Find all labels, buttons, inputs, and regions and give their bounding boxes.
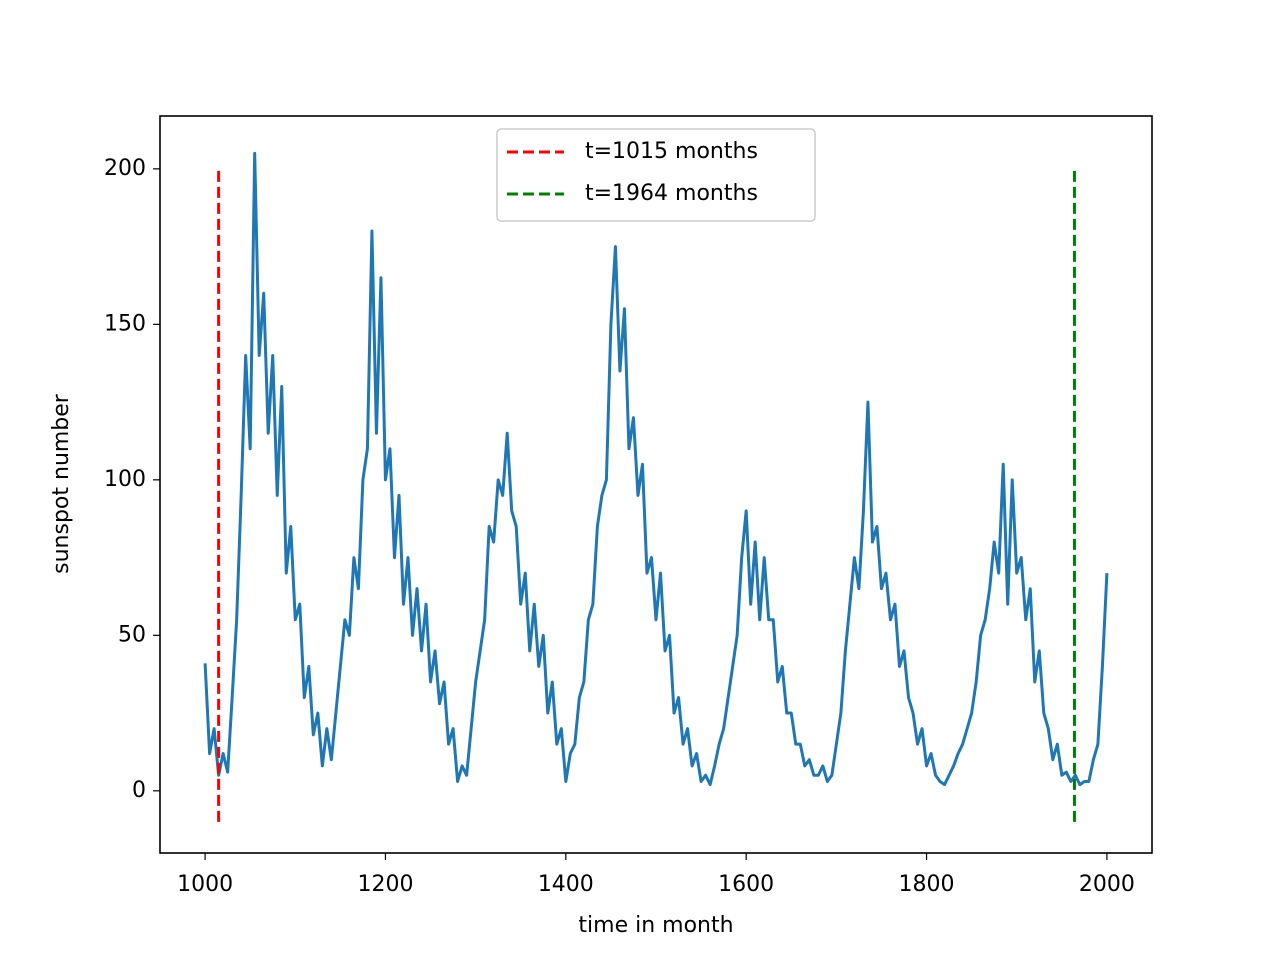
y-tick-label: 200 <box>104 156 146 181</box>
legend-label: t=1015 months <box>585 139 758 164</box>
plot-frame <box>159 115 1153 854</box>
x-tick-label: 1000 <box>177 872 233 897</box>
x-tick-label: 1400 <box>538 872 594 897</box>
x-tick-label: 2000 <box>1079 872 1135 897</box>
x-tick-label: 1600 <box>718 872 774 897</box>
legend-box <box>496 128 816 222</box>
y-tick-label: 50 <box>118 622 146 647</box>
x-axis-label: time in month <box>578 913 733 938</box>
x-tick-label: 1800 <box>899 872 955 897</box>
y-axis-label: sunspot number <box>49 393 74 574</box>
x-tick-label: 1200 <box>357 872 413 897</box>
y-tick-label: 0 <box>132 778 146 803</box>
y-tick-label: 100 <box>104 467 146 492</box>
legend-label: t=1964 months <box>585 181 758 206</box>
data-line <box>203 151 1109 787</box>
y-tick-label: 150 <box>104 311 146 336</box>
